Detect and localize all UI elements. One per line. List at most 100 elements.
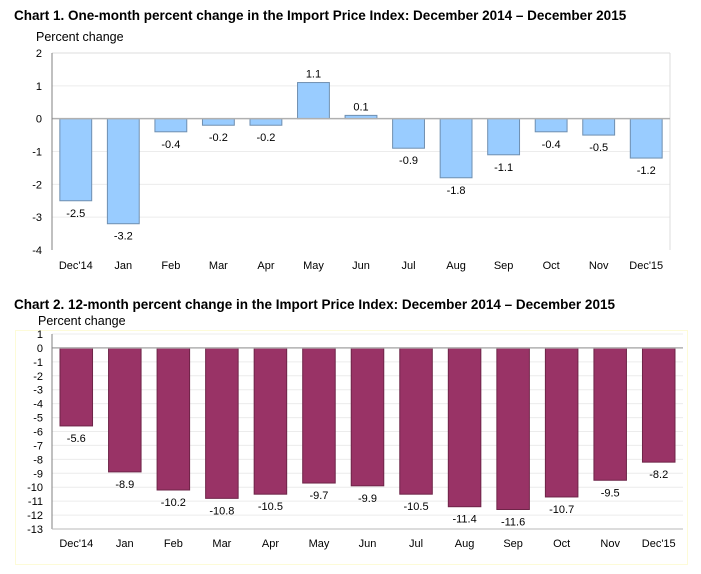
y-tick-label: -3 [33,385,43,397]
y-tick-label: 2 [36,48,42,60]
x-tick-label: Jun [352,260,370,272]
data-label: 1.1 [306,69,321,81]
bar [108,347,142,473]
x-tick-label: Mar [212,538,231,550]
data-label: -10.7 [549,504,574,516]
y-tick-label: -8 [33,454,43,466]
data-label: 0.1 [353,101,368,113]
x-tick-label: Dec'14 [59,260,93,272]
data-label: -9.7 [309,490,328,502]
bar [641,347,676,463]
bar [297,82,330,120]
data-label: -0.2 [256,132,275,144]
y-tick-label: -1 [32,147,42,159]
x-tick-label: Jan [116,538,134,550]
x-tick-label: Jan [114,260,132,272]
chart1-title: Chart 1. One-month percent change in the… [14,8,627,23]
data-label: -0.5 [589,142,608,154]
bar [593,347,627,481]
y-tick-label: 1 [37,329,43,341]
data-label: -10.2 [161,497,186,509]
y-tick-label: -4 [33,399,43,411]
data-label: -0.4 [542,139,561,151]
data-label: -10.5 [403,501,428,513]
y-tick-label: -4 [32,245,42,257]
y-tick-label: 0 [37,343,43,355]
y-tick-label: -7 [33,440,43,452]
x-tick-label: Oct [543,260,560,272]
x-tick-label: Dec'15 [629,260,663,272]
data-label: -5.6 [67,433,86,445]
y-tick-label: -5 [33,413,43,425]
bar [399,347,433,495]
data-label: -1.2 [637,165,656,177]
y-tick-label: -10 [27,482,43,494]
x-tick-label: Dec'15 [642,538,676,550]
x-tick-label: Mar [209,260,228,272]
data-label: -1.1 [494,162,513,174]
x-tick-label: Oct [553,538,570,550]
chart2-title: Chart 2. 12-month percent change in the … [14,297,615,312]
data-label: -1.8 [447,185,466,197]
data-label: -0.2 [209,132,228,144]
bar [544,347,579,498]
x-tick-label: Feb [161,260,180,272]
x-tick-label: Aug [446,260,466,272]
bar [106,118,140,225]
bar [439,118,473,179]
x-tick-label: Jun [359,538,377,550]
data-label: -10.5 [258,501,283,513]
bar [253,347,288,495]
data-label: -10.8 [209,505,234,517]
chart2-y-axis-label: Percent change [38,314,126,328]
bar [156,347,191,491]
data-label: -11.4 [452,514,476,526]
x-tick-label: Nov [589,260,609,272]
y-tick-label: -13 [27,524,43,536]
y-tick-label: -2 [33,371,43,383]
bar [59,347,94,427]
x-tick-label: May [303,260,324,272]
y-tick-label: -1 [33,357,43,369]
x-tick-label: Feb [164,538,183,550]
y-tick-label: -2 [32,179,42,191]
y-tick-label: 1 [36,81,42,93]
bar [487,118,521,156]
x-tick-label: Dec'14 [59,538,93,550]
bar [205,347,239,499]
data-label: -11.6 [501,517,525,529]
bar [350,347,385,487]
x-tick-label: Sep [494,260,514,272]
y-tick-label: -3 [32,212,42,224]
data-label: -0.9 [399,155,418,167]
bar [447,347,482,508]
x-tick-label: Apr [262,538,279,550]
x-tick-label: Apr [257,260,274,272]
x-tick-label: Jul [402,260,416,272]
chart1-y-axis-label: Percent change [36,30,124,44]
data-label: -2.5 [66,208,85,220]
bar [392,118,425,149]
data-label: -9.5 [601,487,620,499]
data-label: -9.9 [358,493,377,505]
x-tick-label: Sep [503,538,523,550]
x-tick-label: Jul [409,538,423,550]
chart2-frame [15,330,688,565]
data-label: -0.4 [161,139,180,151]
x-tick-label: May [309,538,330,550]
bar [629,118,663,159]
y-tick-label: -9 [33,468,43,480]
data-label: -3.2 [114,231,133,243]
y-tick-label: 0 [36,114,42,126]
y-tick-label: -11 [28,496,43,508]
bar [302,347,336,484]
bar [496,347,530,510]
chart1-plot: 2 1 0 -1 -2 -3 -4 -2.5 Dec'14 -3.2 Jan -0.4 Feb -0.2 M… [32,48,671,272]
y-tick-label: -12 [27,510,43,522]
data-label: -8.9 [115,479,134,491]
x-tick-label: Nov [600,538,620,550]
x-tick-label: Aug [455,538,475,550]
data-label: -8.2 [649,469,668,481]
y-tick-label: -6 [33,427,43,439]
